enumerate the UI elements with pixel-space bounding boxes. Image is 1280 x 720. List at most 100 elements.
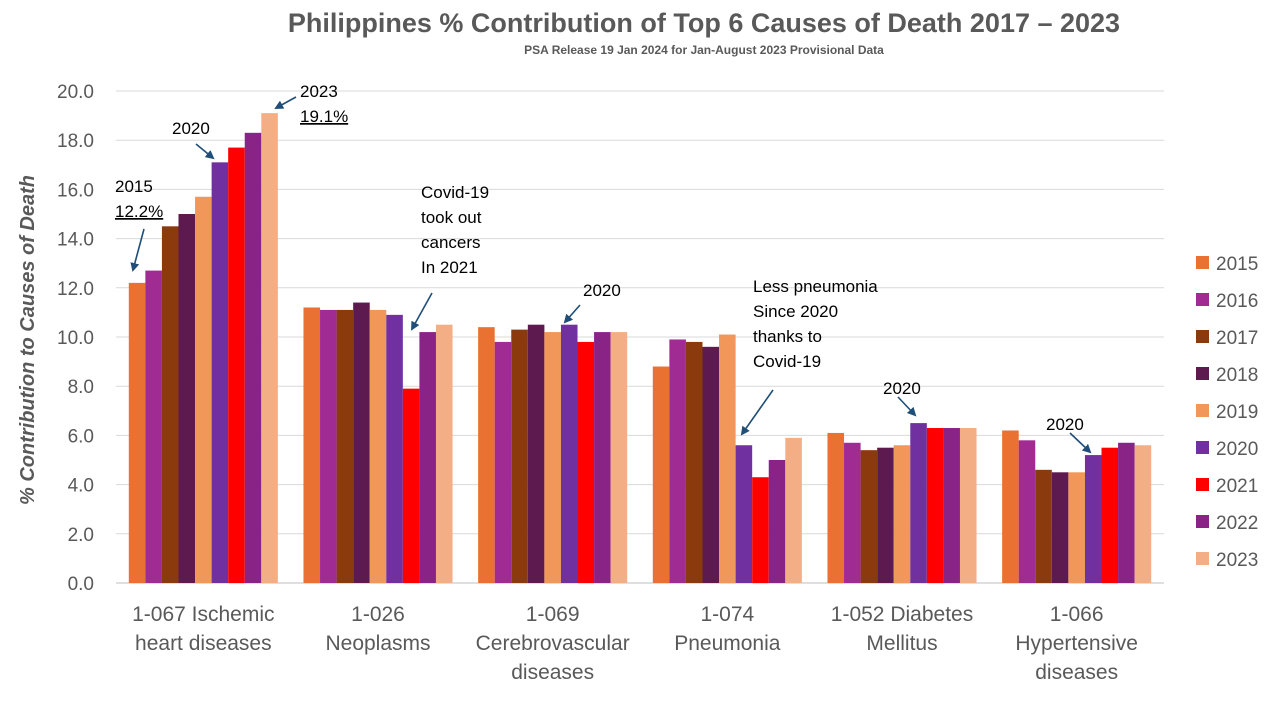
y-tick-label: 20.0 <box>57 82 94 103</box>
category-label: 1-026 <box>351 603 405 626</box>
annotation-text: 2023 <box>300 82 338 101</box>
y-tick-label: 16.0 <box>57 180 94 201</box>
annotation-text: 2020 <box>883 379 921 398</box>
bar-2020-3 <box>560 324 578 583</box>
bar-2015-6 <box>1002 430 1019 583</box>
annotation-text: thanks to <box>753 327 822 346</box>
bar-2017-6 <box>1035 469 1052 583</box>
bar-2020-1 <box>211 162 229 583</box>
bar-2022-3 <box>594 332 611 583</box>
bar-2016-5 <box>844 442 861 583</box>
bar-2023-1 <box>261 113 278 583</box>
legend-swatch <box>1196 404 1209 417</box>
bar-2023-4 <box>785 437 802 583</box>
y-tick-label: 18.0 <box>57 131 94 152</box>
bar-2015-1 <box>128 282 146 583</box>
bar-2021-3 <box>577 341 595 583</box>
bar-2021-5 <box>926 428 944 583</box>
legend-swatch <box>1196 330 1209 343</box>
legend-label: 2020 <box>1216 439 1258 460</box>
annotation-text: 19.1% <box>300 107 348 126</box>
category-label: Cerebrovascular <box>476 632 630 655</box>
annotation-text: 2015 <box>115 177 153 196</box>
y-tick-label: 12.0 <box>57 279 94 300</box>
bar-2019-5 <box>893 445 911 583</box>
category-label: heart diseases <box>135 632 272 655</box>
category-label: diseases <box>1035 661 1118 684</box>
bar-2018-4 <box>702 346 720 583</box>
bar-2017-3 <box>511 329 528 583</box>
bar-2018-3 <box>527 324 545 583</box>
bar-2018-2 <box>353 302 370 583</box>
bar-2015-5 <box>827 432 845 583</box>
annotation-text: Covid-19 <box>753 352 821 371</box>
legend-swatch <box>1196 293 1209 306</box>
annotation-text: took out <box>421 208 482 227</box>
annotation-text: cancers <box>421 233 481 252</box>
bar-2018-6 <box>1051 472 1069 583</box>
annotation-arrow <box>897 396 917 417</box>
annotations: 2015 12.2% 2020 2023 19.1% Covid-19 took out ca… <box>115 82 1092 454</box>
legend-label: 2016 <box>1216 291 1258 312</box>
bar-2017-5 <box>860 450 878 583</box>
gridlines <box>116 90 1164 584</box>
category-label: 1-069 <box>526 603 580 626</box>
category-label: diseases <box>511 661 594 684</box>
annotation-text: 2020 <box>583 281 621 300</box>
category-label: Mellitus <box>866 632 937 655</box>
y-tick-label: 2.0 <box>68 525 94 546</box>
bar-2015-2 <box>303 307 321 583</box>
legend-label: 2023 <box>1216 550 1258 571</box>
legend: 2015 2016 2017 2018 2019 2020 2021 2022 2023 <box>1196 254 1258 571</box>
bar-2018-5 <box>877 447 894 583</box>
bar-2022-1 <box>244 132 262 583</box>
annotation-arrow <box>130 228 145 272</box>
annotation-text: 12.2% <box>115 202 163 221</box>
bar-2017-4 <box>685 341 703 583</box>
annotation-arrow <box>195 143 215 160</box>
category-label: 1-074 <box>700 603 754 626</box>
bar-2016-2 <box>320 309 337 583</box>
y-tick-label: 4.0 <box>68 476 94 497</box>
y-tick-label: 0.0 <box>68 574 94 595</box>
bar-2019-3 <box>544 332 561 583</box>
bar-2021-2 <box>402 388 420 583</box>
category-label: 1-067 Ischemic <box>132 603 274 626</box>
bar-2022-4 <box>768 460 786 583</box>
annotation-arrow <box>1069 432 1092 454</box>
bar-2020-6 <box>1084 455 1102 583</box>
legend-label: 2019 <box>1216 402 1258 423</box>
bar-2023-6 <box>1134 445 1152 583</box>
annotation-text: Covid-19 <box>421 183 489 202</box>
bar-2023-2 <box>435 324 453 583</box>
bar-2021-6 <box>1101 447 1119 583</box>
bar-2020-4 <box>735 445 753 583</box>
bar-2016-6 <box>1018 440 1036 583</box>
y-axis-title: % Contribution to Causes of Death <box>17 175 39 505</box>
bar-2021-4 <box>752 477 769 583</box>
annotation-arrow <box>411 292 433 331</box>
y-tick-label: 8.0 <box>68 377 94 398</box>
legend-label: 2017 <box>1216 328 1258 349</box>
bar-2019-6 <box>1068 472 1085 583</box>
bar-2020-2 <box>386 314 403 583</box>
x-axis-categories: 1-067 Ischemic heart diseases 1-026 Neoplas… <box>132 603 1138 684</box>
bar-2022-5 <box>943 428 960 583</box>
legend-swatch <box>1196 367 1209 380</box>
annotation-text: Since 2020 <box>753 302 838 321</box>
y-axis-ticks: 0.0 2.0 4.0 6.0 8.0 10.0 12.0 14.0 16.0 18.0 20.0 <box>57 82 94 595</box>
legend-label: 2015 <box>1216 254 1258 275</box>
bars <box>128 113 1152 584</box>
bar-2021-1 <box>228 147 245 583</box>
category-label: Pneumonia <box>674 632 781 655</box>
annotation-text: Less pneumonia <box>753 277 878 296</box>
legend-label: 2018 <box>1216 365 1258 386</box>
category-label: Hypertensive <box>1015 632 1138 655</box>
bar-2015-4 <box>652 366 670 583</box>
category-label: 1-066 <box>1050 603 1104 626</box>
legend-label: 2022 <box>1216 513 1258 534</box>
bar-2022-6 <box>1118 442 1135 583</box>
category-label: 1-052 Diabetes <box>831 603 973 626</box>
bar-2019-4 <box>719 334 736 583</box>
